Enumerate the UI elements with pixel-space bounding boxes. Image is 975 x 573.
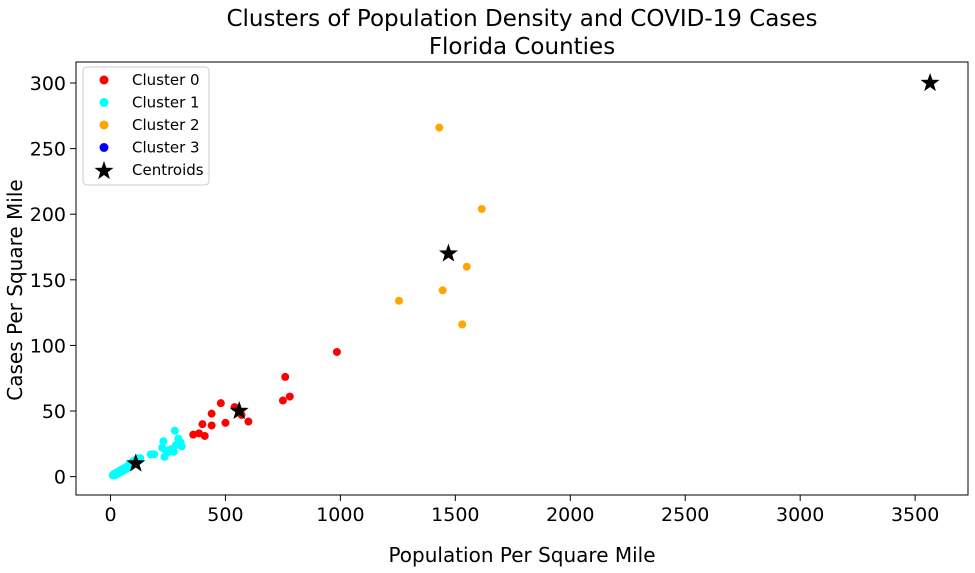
y-axis-ticks: 0 50 100 150 200 250 300 [30,73,76,489]
cluster-1-point [159,437,168,446]
cluster-2-point [435,123,444,132]
legend-cluster-3-marker [99,143,109,152]
chart-title-line-1: Clusters of Population Density and COVID… [226,6,817,32]
y-tick-label: 50 [42,401,66,423]
x-tick-label: 1500 [431,504,479,526]
cluster-0-point [285,392,294,401]
cluster-1-point [177,442,186,451]
centroid-star [438,243,458,262]
cluster-0-point [207,409,216,418]
x-tick-label: 500 [207,504,243,526]
legend-cluster-2-label: Cluster 2 [132,116,200,134]
x-tick-label: 2000 [546,504,594,526]
cluster-1-point [170,426,179,435]
chart-title-line-2: Florida Counties [429,34,615,60]
cluster-1-point [136,454,145,463]
legend-box [82,66,210,186]
x-tick-label: 0 [104,504,116,526]
legend: Cluster 0 Cluster 1 Cluster 2 Cluster 3 Cent… [82,66,210,186]
x-tick-label: 3500 [891,504,939,526]
cluster-0-point [198,420,207,429]
cluster-0-point [200,431,209,440]
cluster-0-point [278,396,287,405]
legend-cluster-1-label: Cluster 1 [132,94,200,112]
plot-frame [75,61,969,496]
legend-cluster-3-label: Cluster 3 [132,139,200,157]
cluster-2-point [477,204,486,213]
cluster-0-point [221,418,230,427]
centroid-star [920,72,940,92]
cluster-2-point [395,296,404,305]
legend-cluster-1-marker [99,98,109,107]
cluster-0-point [207,421,216,430]
legend-centroids-label: Centroids [132,161,204,179]
cluster-0-point [281,372,290,381]
y-tick-label: 100 [30,335,66,357]
y-tick-label: 0 [54,467,66,489]
legend-centroids-marker [94,161,114,180]
plot-area [108,72,940,480]
cluster-0-point [216,399,225,408]
cluster-2-point [462,262,471,271]
centroid-star [229,401,249,420]
y-tick-label: 150 [30,270,66,292]
x-tick-label: 1000 [316,504,364,526]
y-tick-label: 200 [30,204,66,226]
cluster-0-point [244,417,253,426]
legend-cluster-0-marker [99,75,109,85]
y-tick-label: 250 [30,139,66,161]
cluster-2-point [438,286,447,295]
x-axis-label: Population Per Square Mile [388,543,655,567]
y-axis-label: Cases Per Square Mile [3,179,27,400]
cluster-0-point [332,347,341,356]
cluster-1-point [169,447,178,456]
centroid-star [126,453,146,472]
legend-cluster-0-label: Cluster 0 [132,71,200,89]
x-tick-label: 3000 [776,504,824,526]
y-tick-label: 300 [30,73,66,95]
x-axis-ticks: 0 500 1000 1500 2000 2500 3000 3500 [104,495,939,526]
cluster-1-point [150,450,159,459]
cluster-2-point [458,320,467,329]
legend-cluster-2-marker [99,120,109,130]
x-tick-label: 2500 [661,504,709,526]
